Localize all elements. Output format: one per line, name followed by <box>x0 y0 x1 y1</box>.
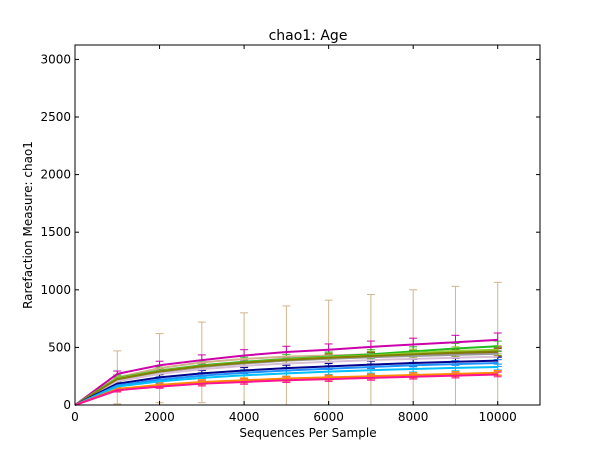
series-line-13 <box>74 373 498 406</box>
y-tick-label: 0 <box>63 398 71 412</box>
series-layer <box>74 281 502 406</box>
y-tick-label: 500 <box>48 340 71 354</box>
x-axis-title: Sequences Per Sample <box>239 426 376 440</box>
series-line-12 <box>74 371 498 406</box>
chart-title: chao1: Age <box>269 28 348 44</box>
y-axis-title: Rarefaction Measure: chao1 <box>21 141 35 309</box>
y-tick-label: 1500 <box>40 225 71 239</box>
x-tick-label: 8000 <box>398 410 429 424</box>
series-line-6 <box>74 355 498 406</box>
x-tick-label: 0 <box>71 410 79 424</box>
plot-area <box>75 45 540 405</box>
axes-layer: 0 2000 4000 6000 8000 10000 0 500 1000 1500 2000 25… <box>40 44 541 424</box>
y-tick-label: 3000 <box>40 52 71 66</box>
series-line-1 <box>74 338 498 406</box>
y-tick-label: 1000 <box>40 283 71 297</box>
series-line-9 <box>74 361 498 406</box>
series-line-10 <box>74 365 498 406</box>
y-tick-label: 2000 <box>40 168 71 182</box>
series-line-7 <box>74 350 498 406</box>
y-tick-label: 2500 <box>40 110 71 124</box>
plot-background <box>75 45 540 405</box>
plot-frame <box>74 44 541 406</box>
x-tick-label: 10000 <box>479 410 517 424</box>
x-tick-label: 4000 <box>229 410 260 424</box>
x-tick-label: 2000 <box>144 410 175 424</box>
series-line-8 <box>74 359 498 406</box>
x-tick-label: 6000 <box>313 410 344 424</box>
